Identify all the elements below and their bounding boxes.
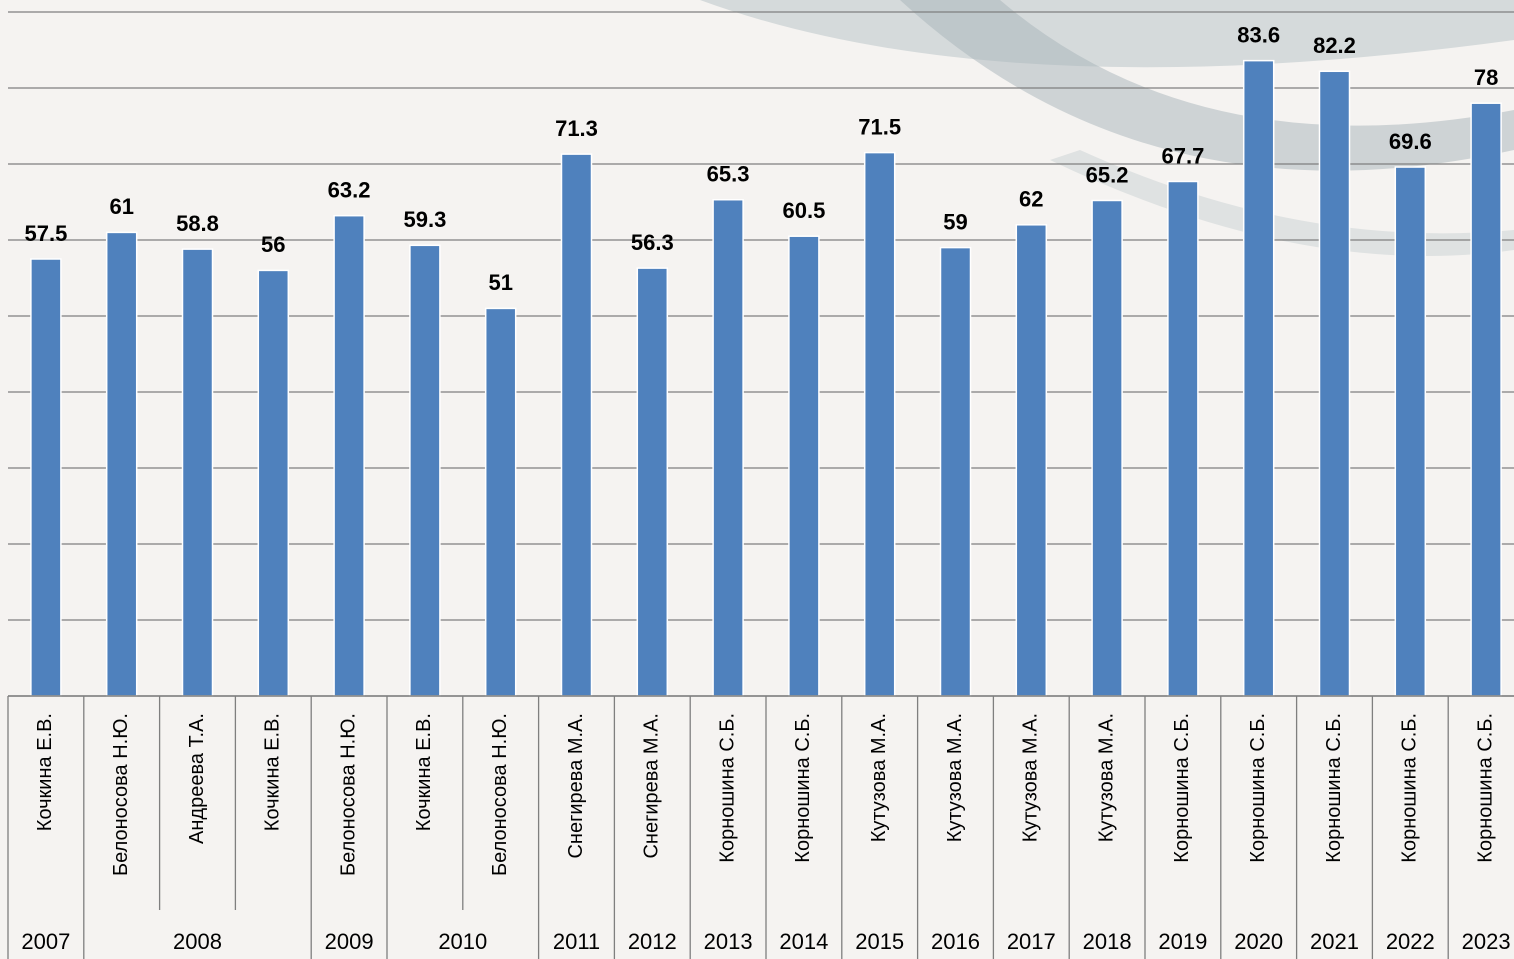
data-label: 65.3	[707, 162, 750, 187]
data-label: 69.6	[1389, 129, 1432, 154]
bar	[1092, 200, 1122, 696]
x-tick-label: Снегирева М.А.	[641, 713, 663, 859]
x-tick-label: Корношина С.Б.	[1474, 713, 1496, 863]
x-tick-label: Кутузова М.А.	[1020, 713, 1042, 842]
group-label: 2019	[1158, 929, 1207, 954]
bar	[562, 154, 592, 696]
group-label: 2018	[1083, 929, 1132, 954]
data-label: 83.6	[1237, 22, 1280, 47]
bar	[107, 232, 137, 696]
x-tick-label: Кутузова М.А.	[944, 713, 966, 842]
x-tick-label: Корношина С.Б.	[1323, 713, 1345, 863]
data-label: 57.5	[24, 221, 67, 246]
group-label: 2020	[1234, 929, 1283, 954]
x-tick-label: Корношина С.Б.	[1247, 713, 1269, 863]
data-label: 60.5	[782, 198, 825, 223]
group-label: 2011	[553, 929, 600, 954]
group-label: 2015	[855, 929, 904, 954]
bar	[713, 200, 743, 696]
group-label: 2007	[21, 929, 70, 954]
x-tick-label: Белоносова Н.Ю.	[489, 713, 511, 876]
bar	[1320, 71, 1350, 696]
chart: 57.5 Кочкина Е.В. 61 Белоносова Н.Ю. 58.8 Анд…	[0, 0, 1514, 959]
bar	[410, 245, 440, 696]
bar	[637, 268, 667, 696]
group-label: 2016	[931, 929, 980, 954]
bar	[1244, 61, 1274, 696]
bar	[941, 248, 971, 696]
group-label: 2013	[704, 929, 753, 954]
group-label: 2010	[438, 929, 487, 954]
data-label: 62	[1019, 187, 1043, 212]
x-tick-label: Кутузова М.А.	[868, 713, 890, 842]
data-label: 82.2	[1313, 33, 1356, 58]
data-label: 56.3	[631, 230, 674, 255]
group-label: 2014	[779, 929, 828, 954]
group-label: 2021	[1310, 929, 1359, 954]
data-label: 71.3	[555, 116, 598, 141]
group-label: 2017	[1007, 929, 1056, 954]
group-label: 2008	[173, 929, 222, 954]
bar	[258, 270, 288, 696]
x-tick-label: Кочкина Е.В.	[262, 713, 284, 831]
data-label: 71.5	[858, 114, 901, 139]
bar	[31, 259, 61, 696]
data-label: 78	[1474, 65, 1498, 90]
data-label: 67.7	[1161, 143, 1204, 168]
x-tick-label: Снегирева М.А.	[565, 713, 587, 859]
data-label: 63.2	[328, 177, 371, 202]
page: 57.5 Кочкина Е.В. 61 Белоносова Н.Ю. 58.8 Анд…	[0, 0, 1514, 959]
x-tick-label: Кочкина Е.В.	[34, 713, 56, 831]
bar	[1471, 103, 1501, 696]
bar	[183, 249, 213, 696]
bar	[1016, 225, 1046, 696]
data-label: 61	[109, 194, 133, 219]
x-tick-label: Кочкина Е.В.	[413, 713, 435, 831]
bar	[486, 308, 516, 696]
x-tick-label: Корношина С.Б.	[1171, 713, 1193, 863]
x-tick-label: Корношина С.Б.	[716, 713, 738, 863]
x-tick-label: Белоносова Н.Ю.	[110, 713, 132, 876]
group-label: 2022	[1386, 929, 1435, 954]
bar	[789, 236, 819, 696]
data-label: 58.8	[176, 211, 219, 236]
group-label: 2009	[325, 929, 374, 954]
x-tick-label: Андреева Т.А.	[186, 713, 208, 844]
bar	[865, 153, 895, 696]
data-label: 51	[488, 270, 512, 295]
group-label: 2012	[628, 929, 677, 954]
bar	[1395, 167, 1425, 696]
data-label: 56	[261, 232, 285, 257]
data-label: 59.3	[403, 207, 446, 232]
x-tick-label: Белоносова Н.Ю.	[337, 713, 359, 876]
group-label: 2023	[1462, 929, 1511, 954]
bar	[1168, 181, 1198, 696]
x-tick-label: Кутузова М.А.	[1095, 713, 1117, 842]
x-tick-label: Корношина С.Б.	[1399, 713, 1421, 863]
data-label: 65.2	[1086, 162, 1129, 187]
bar	[334, 216, 364, 696]
x-tick-label: Корношина С.Б.	[792, 713, 814, 863]
data-label: 59	[943, 209, 967, 234]
